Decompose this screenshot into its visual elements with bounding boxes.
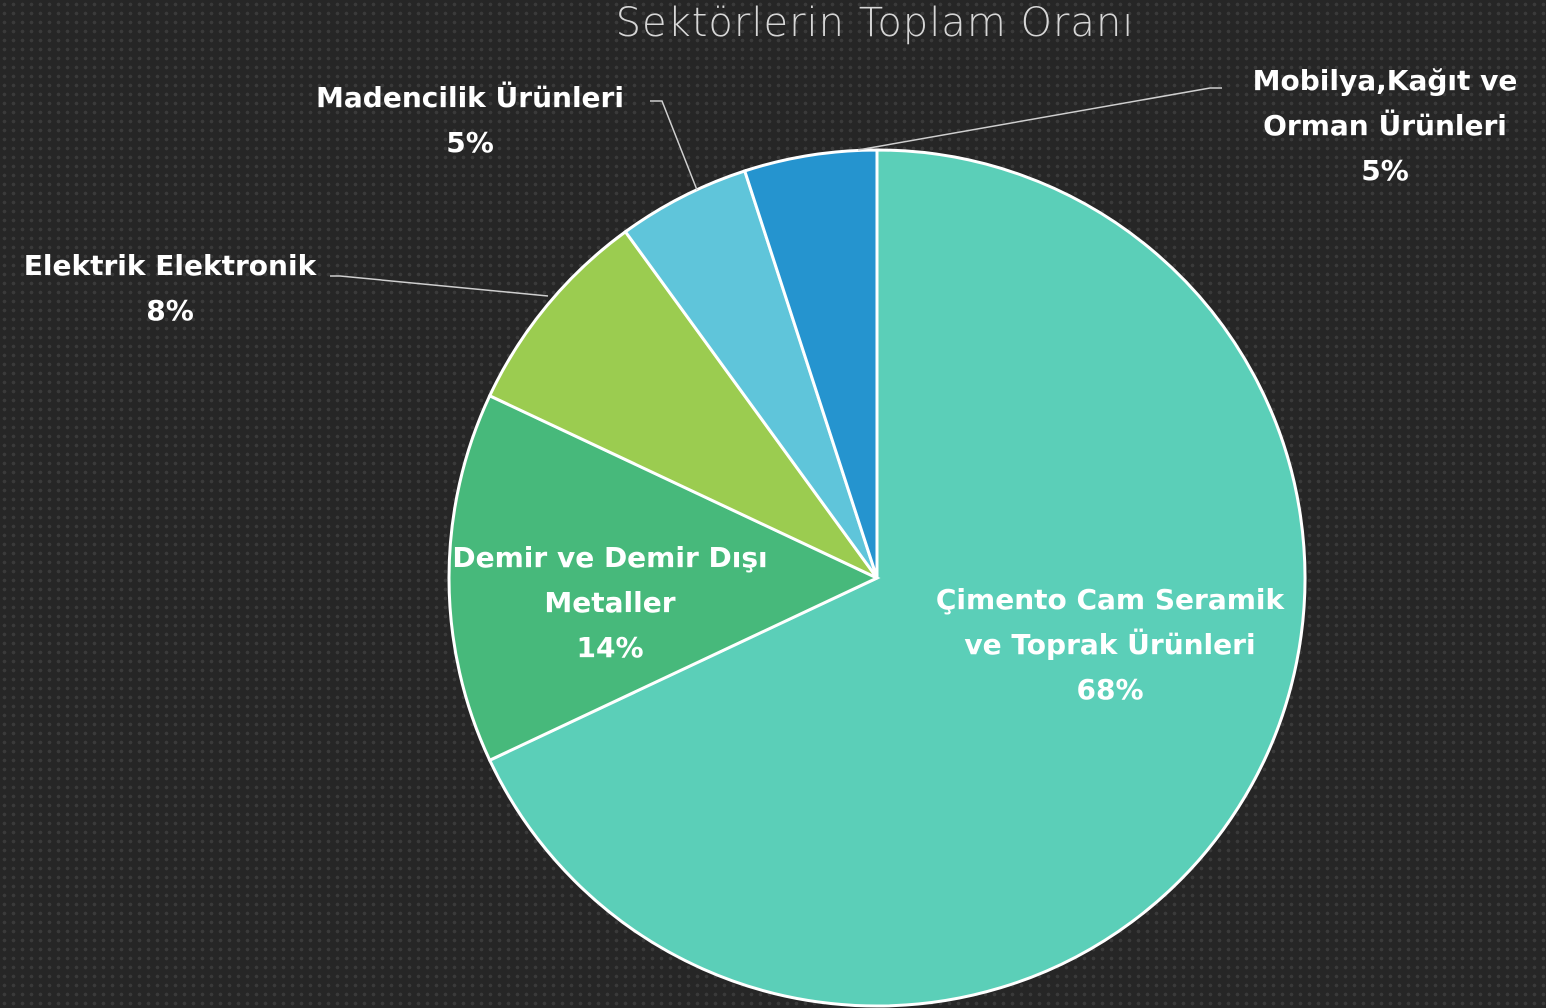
value-label: 5%	[446, 126, 494, 159]
pie-slice	[742, 148, 879, 579]
slice-label: Mobilya,Kağıt ve Orman Ürünleri 5%	[1220, 58, 1546, 193]
value-label: 68%	[1076, 673, 1144, 706]
slice-label: Çimento Cam Seramik ve Toprak Ürünleri 68…	[930, 577, 1290, 712]
value-label: 14%	[576, 631, 644, 664]
leader-line	[330, 275, 549, 297]
slice-label: Demir ve Demir Dışı Metaller 14%	[445, 535, 775, 670]
value-label: 5%	[1361, 154, 1409, 187]
pie-slice	[487, 229, 879, 580]
category-label: Çimento Cam Seramik ve Toprak Ürünleri	[935, 583, 1285, 661]
pie-slice	[447, 393, 881, 763]
chart-title: Sektörlerin Toplam Oranı	[615, 0, 1135, 46]
slice-label: Madencilik Ürünleri 5%	[290, 75, 650, 165]
category-label: Mobilya,Kağıt ve Orman Ürünleri	[1252, 64, 1518, 142]
category-label: Demir ve Demir Dışı Metaller	[452, 541, 768, 619]
leader-line	[857, 87, 1222, 151]
category-label: Elektrik Elektronik	[23, 249, 317, 282]
value-label: 8%	[146, 294, 194, 327]
pie	[447, 148, 1307, 1008]
leader-line	[650, 100, 698, 191]
pie-slice	[487, 148, 1307, 1008]
slice-label: Elektrik Elektronik 8%	[0, 243, 340, 333]
category-label: Madencilik Ürünleri	[316, 81, 624, 114]
